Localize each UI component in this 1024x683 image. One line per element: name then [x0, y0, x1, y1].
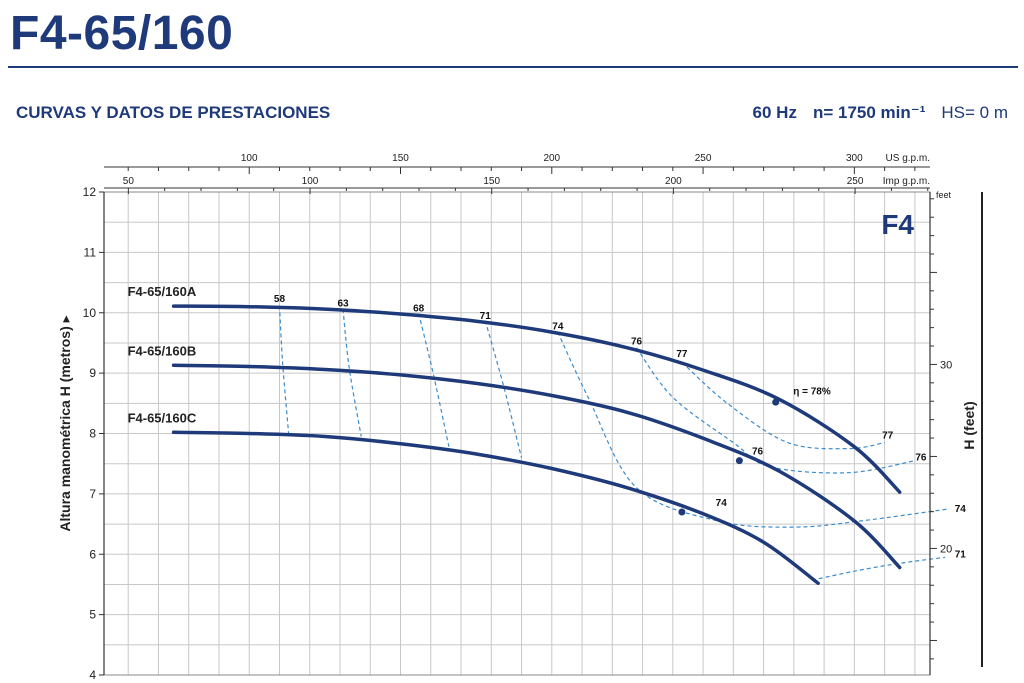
y-tick-label: 7 [89, 487, 96, 501]
bep-marker [678, 508, 686, 516]
efficiency-iso-line-71 [484, 320, 523, 458]
us-gpm-tick-label: 250 [695, 153, 712, 164]
y-tick-label: 5 [89, 608, 96, 622]
chart-subtitle: CURVAS Y DATOS DE PRESTACIONES [16, 103, 331, 122]
efficiency-iso-line-68 [418, 313, 450, 447]
model-badge: F4 [881, 209, 914, 240]
efficiency-label: 76 [631, 337, 643, 348]
efficiency-label: 74 [716, 498, 728, 509]
imp-gpm-unit-label: Imp g.p.m. [883, 176, 930, 187]
y2-tick-label: 20 [940, 543, 952, 555]
imp-gpm-tick-label: 200 [665, 176, 682, 187]
efficiency-label: 74 [955, 504, 967, 515]
efficiency-label: 77 [676, 349, 688, 360]
us-gpm-tick-label: 150 [392, 153, 409, 164]
series-label: F4-65/160B [128, 343, 197, 358]
us-gpm-tick-label: 300 [846, 153, 863, 164]
efficiency-iso-line-74 [557, 331, 949, 528]
title-divider [8, 66, 1018, 68]
page-title: F4-65/160 [10, 7, 234, 60]
y-tick-label: 6 [89, 547, 96, 561]
y-tick-label: 11 [84, 245, 97, 259]
y-tick-label: 12 [83, 185, 97, 199]
efficiency-label: 77 [882, 430, 894, 441]
bep-marker [772, 398, 780, 406]
efficiency-label: 76 [915, 453, 927, 464]
y-tick-label: 9 [89, 366, 96, 380]
axes [99, 166, 983, 676]
us-gpm-tick-label: 200 [543, 153, 560, 164]
efficiency-label: 71 [480, 311, 492, 322]
curve-F4-65/160B [171, 363, 902, 570]
speed-label: n= 1750 min⁻¹ [812, 103, 926, 122]
efficiency-label: 63 [337, 299, 349, 310]
efficiency-iso-line-71 [811, 556, 946, 581]
efficiency-iso-line-63 [342, 309, 362, 437]
curve-F4-65/160A [171, 304, 902, 494]
y2-tick-label: 30 [940, 359, 952, 371]
chart-labels: 100 150 200 250 300 50 100 150 200 250 US g.p.m. Im… [57, 153, 977, 682]
efficiency-label: 76 [752, 447, 764, 458]
efficiency-label: 71 [955, 549, 967, 560]
grid [103, 191, 931, 676]
y-axis-label: Altura manométrica H (metros) ▸ [57, 315, 73, 531]
operating-conditions: 60 Hz n= 1750 min⁻¹ HS= 0 m [753, 103, 1008, 123]
series-label: F4-65/160C [128, 410, 197, 425]
pump-curves [171, 304, 902, 585]
y2-unit-label: feet [936, 190, 952, 200]
efficiency-iso-line-76 [636, 347, 916, 474]
hs-label: HS= 0 m [941, 103, 1008, 122]
frequency-label: 60 Hz [752, 103, 797, 122]
y2-axis-label: H (feet) [961, 401, 977, 449]
y-tick-label: 10 [83, 306, 97, 320]
imp-gpm-tick-label: 100 [302, 176, 319, 187]
efficiency-label: 74 [552, 322, 564, 333]
curve-F4-65/160C [171, 430, 820, 585]
efficiency-label: 68 [413, 304, 425, 315]
efficiency-iso-line-58 [278, 305, 290, 434]
imp-gpm-tick-label: 250 [847, 176, 864, 187]
y-tick-label: 8 [89, 427, 96, 441]
series-label: F4-65/160A [128, 284, 197, 299]
imp-gpm-tick-label: 150 [483, 176, 500, 187]
efficiency-label: η = 78% [793, 386, 831, 397]
bep-marker [735, 457, 743, 465]
us-gpm-unit-label: US g.p.m. [886, 153, 930, 164]
imp-gpm-tick-label: 50 [123, 176, 135, 187]
us-gpm-tick-label: 100 [241, 153, 258, 164]
efficiency-iso-line-77 [681, 361, 885, 450]
y-tick-label: 4 [89, 668, 96, 682]
efficiency-label: 58 [274, 294, 286, 305]
